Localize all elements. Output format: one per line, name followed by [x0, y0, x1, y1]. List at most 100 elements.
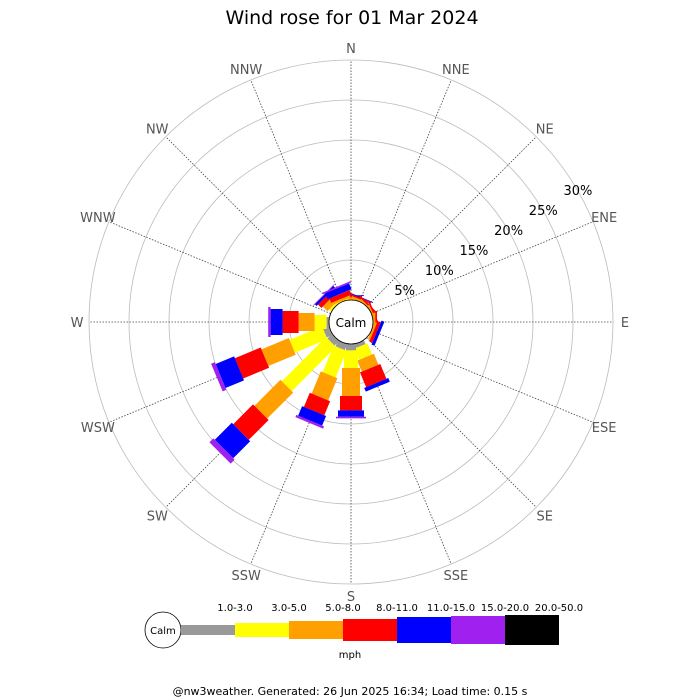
bar-sse-bin-1 — [354, 340, 366, 348]
direction-label-s: S — [347, 590, 355, 605]
bar-w-bin-4 — [282, 311, 299, 333]
direction-label-ese: ESE — [592, 421, 617, 436]
legend-bar-5 — [397, 617, 451, 643]
grid-circle-2 — [248, 219, 454, 425]
direction-label-n: N — [346, 42, 356, 57]
chart-title: Wind rose for 01 Mar 2024 — [225, 7, 478, 29]
legend-bar-6 — [451, 616, 505, 644]
radial-tick-label-4: 20% — [494, 224, 523, 239]
bar-wsw-bin-4 — [234, 347, 270, 379]
spoke-ne — [366, 136, 537, 307]
bar-sse-bin-4 — [360, 364, 387, 388]
bar-w-bin-6 — [268, 307, 271, 337]
bar-sse-bin-5 — [364, 378, 390, 392]
spoke-nnw — [250, 79, 343, 302]
bar-ssw-bin-6 — [295, 414, 324, 429]
spoke-nw — [165, 136, 336, 307]
bar-nnw-bin-3 — [333, 295, 351, 305]
calm-circle: Calm — [328, 299, 374, 345]
bar-w-bin-2 — [314, 315, 327, 329]
bar-ssw-bin-1 — [335, 340, 348, 351]
bar-wsw-bin-3 — [261, 338, 296, 366]
bar-sw-bin-2 — [281, 337, 336, 392]
direction-label-ssw: SSW — [231, 569, 261, 584]
spoke-nne — [359, 79, 452, 302]
legend-bar-1 — [181, 625, 235, 635]
legend-bar-4 — [343, 619, 397, 641]
spoke-wnw — [108, 221, 331, 314]
bar-ese-bin-5 — [371, 320, 385, 346]
legend-label-1: 1.0-3.0 — [217, 603, 252, 614]
direction-labels: N NNE NE ENE E ESE SE SSE S SSW SW WSW W WNW NW NNW — [71, 42, 630, 605]
direction-label-w: W — [71, 316, 84, 331]
bar-ssw-bin-5 — [298, 406, 327, 426]
bar-s-bin-6 — [336, 416, 366, 419]
spoke-ene — [371, 221, 594, 314]
bar-ssw-bin-2 — [322, 345, 347, 378]
bar-nnw-bin-4 — [329, 290, 352, 303]
legend-unit-label: mph — [339, 650, 361, 661]
legend-label-5: 11.0-15.0 — [427, 603, 475, 614]
spoke-se — [366, 337, 537, 508]
direction-label-nne: NNE — [442, 63, 470, 78]
grid-circle-6 — [88, 59, 614, 585]
direction-label-e: E — [621, 316, 629, 331]
grid-circle-5 — [128, 99, 574, 545]
bar-ssw-bin-4 — [303, 392, 331, 416]
bar-sse-bin-2 — [354, 343, 372, 360]
bar-sw-bin-5 — [214, 422, 251, 459]
direction-label-sw: SW — [147, 510, 168, 525]
bar-sw-bin-1 — [327, 334, 339, 346]
bar-nne-bin-4 — [350, 293, 372, 304]
radial-tick-label-3: 15% — [460, 244, 489, 259]
footer-text: @nw3weather. Generated: 26 Jun 2025 16:3… — [173, 685, 528, 698]
legend-bar-3 — [289, 621, 343, 639]
bar-sse-bin-3 — [357, 353, 379, 372]
radial-tick-label-1: 5% — [394, 284, 415, 299]
wind-bars — [209, 281, 390, 464]
bar-wsw-bin-5 — [215, 356, 244, 388]
radial-tick-labels: 5% 10% 15% 20% 25% 30% — [394, 184, 592, 299]
bar-w-bin-5 — [270, 309, 283, 335]
bar-ssw-bin-3 — [311, 371, 338, 401]
bar-nnw-bin-6 — [322, 281, 351, 295]
radial-tick-label-6: 30% — [563, 184, 592, 199]
direction-label-wsw: WSW — [81, 421, 115, 436]
bar-wsw-bin-6 — [211, 362, 227, 392]
direction-label-nw: NW — [146, 122, 169, 137]
bar-s-bin-2 — [344, 350, 358, 368]
bar-sw-bin-4 — [233, 404, 269, 440]
direction-label-wnw: WNW — [80, 211, 116, 226]
legend-label-2: 3.0-5.0 — [271, 603, 306, 614]
legend: Calm mph 1.0-3.0 3.0-5.0 5.0-8.0 8.0-11.0 11… — [144, 603, 583, 661]
radial-tick-label-2: 10% — [425, 264, 454, 279]
bar-s-bin-3 — [342, 368, 360, 396]
bar-s-bin-5 — [338, 410, 364, 417]
legend-label-6: 15.0-20.0 — [481, 603, 529, 614]
bar-ese-bin-4 — [369, 321, 381, 343]
legend-bar-2 — [235, 623, 289, 637]
bar-ese-bin-3 — [367, 322, 377, 340]
bar-nnw-bin-5 — [325, 283, 352, 300]
direction-label-sse: SSE — [443, 569, 468, 584]
direction-label-ene: ENE — [591, 211, 617, 226]
direction-label-nnw: NNW — [230, 63, 262, 78]
legend-label-3: 5.0-8.0 — [325, 603, 360, 614]
legend-bar-7 — [505, 615, 559, 645]
bar-sw-bin-3 — [254, 379, 294, 419]
bar-wsw-bin-2 — [289, 326, 328, 353]
radial-tick-label-5: 25% — [529, 204, 558, 219]
spoke-ese — [371, 330, 594, 423]
bar-nw-bin-6 — [313, 284, 335, 306]
legend-calm-label: Calm — [150, 626, 176, 637]
bar-w-bin-3 — [298, 313, 315, 331]
bar-s-bin-4 — [340, 396, 362, 411]
bar-s-bin-1 — [346, 344, 356, 351]
direction-label-ne: NE — [536, 122, 554, 137]
direction-label-se: SE — [537, 510, 553, 525]
bar-sw-bin-6 — [209, 438, 235, 464]
calm-label: Calm — [336, 316, 367, 330]
legend-label-7: 20.0-50.0 — [535, 603, 583, 614]
bar-w-bin-1 — [326, 317, 329, 327]
